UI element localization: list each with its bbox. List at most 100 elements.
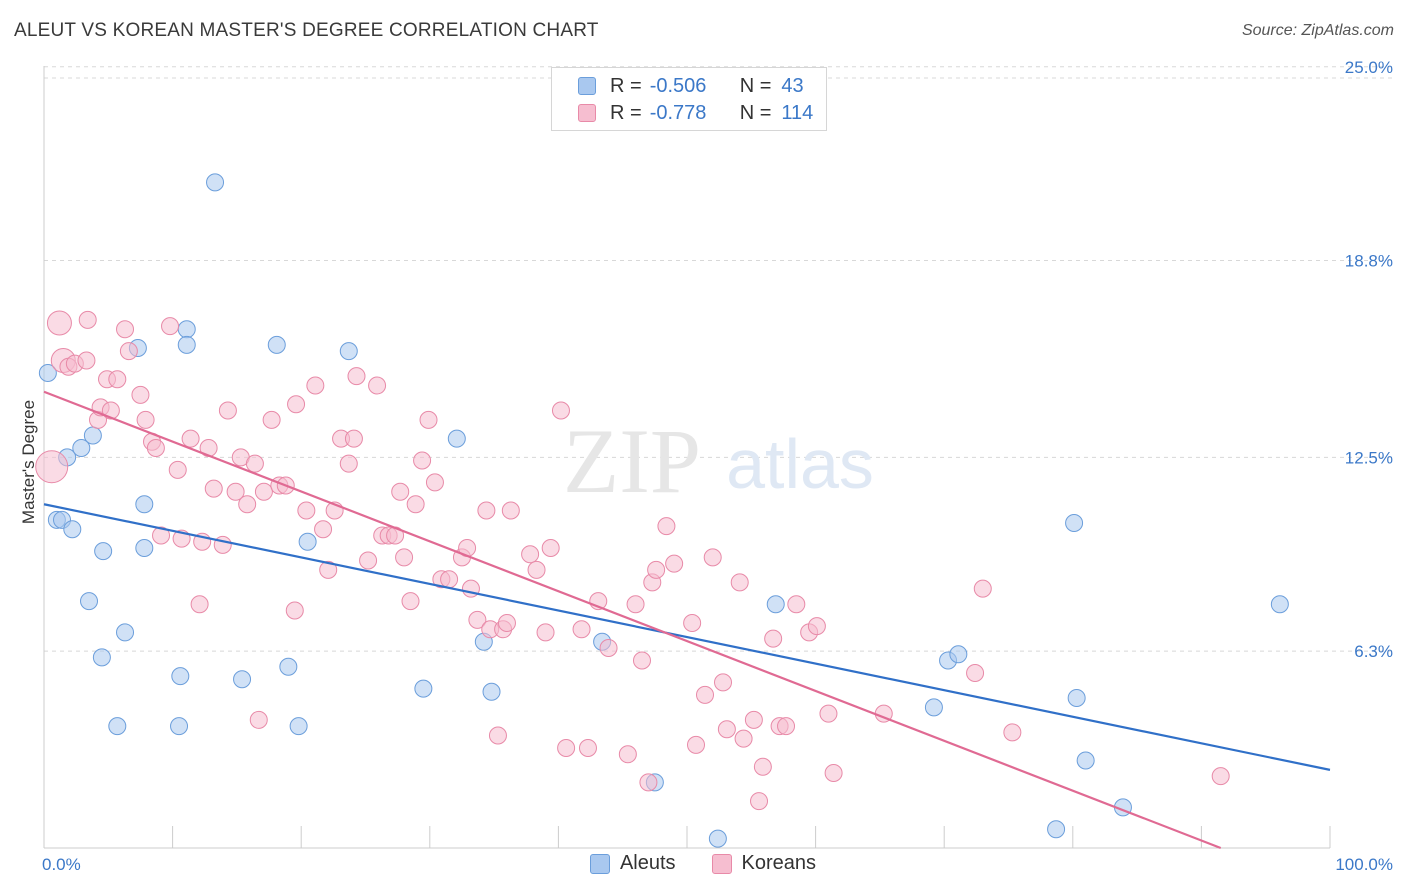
koreans-point (730, 573, 749, 592)
aleuts-point (1067, 689, 1086, 707)
x-tick-label: 100.0% (1335, 855, 1393, 874)
legend-item-aleuts[interactable]: Aleuts (589, 852, 676, 875)
aleuts-point (80, 592, 99, 611)
koreans-point (750, 792, 769, 811)
n-value: 114 (781, 101, 814, 124)
koreans-point (359, 551, 378, 570)
koreans-point (807, 617, 826, 636)
aleuts-legend-label: Aleuts (619, 852, 676, 874)
aleuts-point (279, 657, 298, 676)
koreans-point (368, 376, 387, 395)
watermark-atlas: atlas (726, 425, 874, 503)
x-tick-label: 0.0% (42, 855, 81, 874)
koreans-point (764, 629, 783, 648)
koreans-point (254, 482, 273, 501)
koreans-point (391, 482, 410, 501)
koreans-point (344, 429, 363, 448)
koreans-point (204, 479, 223, 498)
koreans-point (168, 460, 187, 479)
koreans-point (647, 560, 666, 579)
aleuts-point (1076, 751, 1095, 770)
koreans-point (777, 717, 796, 736)
koreans-point (632, 651, 651, 670)
chart-title: ALEUT VS KOREAN MASTER'S DEGREE CORRELAT… (14, 20, 599, 41)
koreans-point (488, 726, 507, 745)
aleuts-point (482, 682, 501, 701)
aleuts-point (72, 439, 91, 457)
aleuts-trend-line (43, 503, 1331, 771)
koreans-point (477, 501, 496, 520)
koreans-point (108, 370, 127, 389)
koreans-point (703, 548, 722, 567)
koreans-point (297, 501, 316, 520)
koreans-point (119, 342, 138, 361)
aleuts-point (94, 542, 113, 561)
axis-layer (43, 66, 1331, 849)
aleuts-point (1047, 820, 1066, 839)
koreans-point (401, 592, 420, 611)
aleuts-point (92, 648, 111, 667)
koreans-point (966, 664, 985, 682)
aleuts-point (108, 717, 127, 736)
aleuts-point (171, 667, 190, 686)
label-layer: 6.3% 12.5% 18.8% 25.0% 0.0% 100.0% (42, 58, 1393, 874)
aleuts-point (924, 698, 943, 717)
koreans-point (116, 320, 135, 339)
r-value: -0.506 (649, 74, 707, 97)
series-legend: Aleuts Koreans (0, 852, 1406, 875)
koreans-point (245, 454, 264, 473)
koreans-point (218, 401, 237, 420)
aleuts-point (289, 717, 308, 736)
legend-item-koreans[interactable]: Koreans (711, 852, 816, 875)
koreans-point (1211, 767, 1230, 786)
koreans-point (787, 595, 806, 614)
y-tick-label: 18.8% (1345, 252, 1393, 271)
aleuts-point (708, 829, 727, 848)
legend-row-aleuts: R = -0.506 N = 43 (578, 74, 804, 98)
r-label: R = (610, 74, 642, 97)
aleuts-point (116, 623, 135, 642)
aleuts-legend-swatch (589, 853, 610, 874)
koreans-point (572, 620, 591, 639)
trend-layer (43, 390, 1331, 850)
n-label: N = (739, 74, 772, 97)
chart-source: Source: ZipAtlas.com (1241, 22, 1394, 39)
koreans-point (557, 739, 576, 757)
n-value: 43 (781, 74, 804, 97)
koreans-point (226, 482, 245, 501)
koreans-point (238, 495, 257, 514)
koreans-point (744, 710, 763, 729)
r-value: -0.778 (649, 101, 707, 124)
koreans-point (551, 401, 570, 420)
koreans-point (101, 401, 120, 420)
n-label: N = (739, 101, 772, 124)
koreans-point (536, 623, 555, 642)
aleuts-point (177, 335, 196, 354)
koreans-point (440, 570, 459, 589)
koreans-point (131, 385, 150, 404)
koreans-point (683, 614, 702, 632)
koreans-point (734, 729, 753, 748)
koreans-point (77, 351, 96, 370)
koreans-point (78, 310, 97, 329)
aleuts-point (298, 532, 317, 551)
aleuts-point (1270, 595, 1289, 614)
koreans-point (687, 735, 706, 754)
koreans-point (146, 439, 165, 457)
koreans-point (665, 554, 684, 573)
aleuts-point (63, 520, 82, 539)
koreans-point (395, 548, 414, 567)
koreans-point (46, 310, 72, 336)
koreans-point (35, 450, 69, 484)
aleuts-swatch (578, 77, 596, 95)
koreans-point (285, 601, 304, 620)
koreans-point (406, 495, 425, 514)
koreans-point (717, 720, 736, 739)
aleuts-point (1065, 514, 1084, 532)
koreans-point (152, 526, 171, 545)
koreans-point (425, 473, 444, 492)
y-tick-label: 6.3% (1354, 642, 1393, 661)
koreans-point (527, 560, 546, 579)
koreans-point (347, 367, 366, 386)
koreans-point (314, 520, 333, 539)
